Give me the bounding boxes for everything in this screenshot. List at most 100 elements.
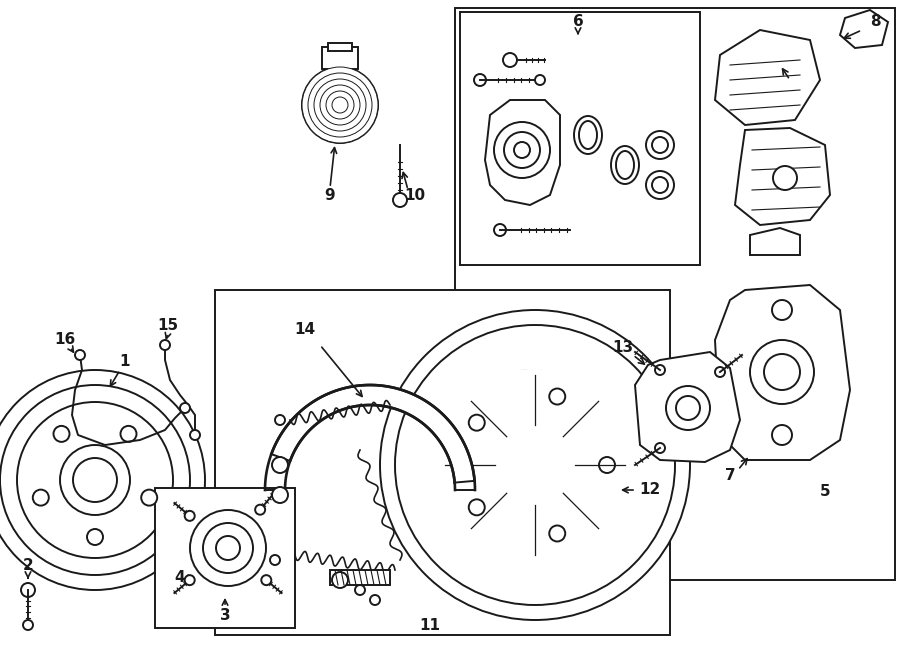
Circle shape	[773, 166, 797, 190]
Circle shape	[326, 91, 354, 119]
Circle shape	[652, 177, 668, 193]
Circle shape	[314, 79, 366, 131]
Circle shape	[440, 370, 630, 560]
Text: 1: 1	[120, 354, 130, 369]
Text: 15: 15	[158, 318, 178, 332]
Circle shape	[494, 224, 506, 236]
Circle shape	[328, 93, 352, 117]
Text: 11: 11	[419, 618, 440, 632]
Text: 4: 4	[175, 571, 185, 585]
Circle shape	[469, 414, 485, 431]
Circle shape	[750, 340, 814, 404]
Circle shape	[646, 171, 674, 199]
Bar	[455, 8, 895, 580]
Circle shape	[0, 370, 205, 590]
Polygon shape	[735, 128, 830, 225]
Circle shape	[53, 426, 69, 442]
Polygon shape	[715, 285, 850, 460]
Circle shape	[73, 458, 117, 502]
Circle shape	[308, 73, 372, 137]
Circle shape	[655, 365, 665, 375]
Polygon shape	[635, 352, 740, 462]
Circle shape	[370, 595, 380, 605]
Circle shape	[332, 97, 348, 113]
Polygon shape	[840, 10, 888, 48]
Circle shape	[355, 585, 365, 595]
Circle shape	[17, 402, 173, 558]
Polygon shape	[750, 228, 800, 255]
Circle shape	[332, 572, 348, 588]
Circle shape	[469, 499, 485, 515]
Text: 16: 16	[54, 332, 76, 348]
Circle shape	[676, 396, 700, 420]
Circle shape	[474, 74, 486, 86]
Circle shape	[549, 389, 565, 404]
Circle shape	[302, 67, 378, 143]
Circle shape	[141, 490, 158, 506]
Polygon shape	[271, 385, 475, 490]
Circle shape	[599, 457, 615, 473]
Circle shape	[272, 457, 288, 473]
Text: 8: 8	[869, 15, 880, 30]
Circle shape	[772, 425, 792, 445]
Circle shape	[772, 300, 792, 320]
Circle shape	[160, 340, 170, 350]
Circle shape	[302, 67, 378, 143]
Circle shape	[666, 386, 710, 430]
Circle shape	[393, 193, 407, 207]
Text: 5: 5	[820, 485, 831, 500]
Circle shape	[504, 132, 540, 168]
Bar	[155, 488, 295, 628]
Polygon shape	[405, 343, 665, 595]
Circle shape	[480, 410, 590, 520]
Circle shape	[514, 142, 530, 158]
Circle shape	[535, 75, 545, 85]
Circle shape	[517, 447, 553, 483]
Ellipse shape	[579, 121, 597, 149]
Polygon shape	[715, 30, 820, 125]
Circle shape	[261, 575, 271, 585]
Circle shape	[395, 325, 675, 605]
Circle shape	[320, 85, 360, 125]
Circle shape	[549, 526, 565, 542]
Text: 7: 7	[724, 467, 735, 483]
Text: 14: 14	[294, 322, 316, 338]
Circle shape	[23, 620, 33, 630]
Text: 13: 13	[612, 340, 634, 355]
Circle shape	[32, 490, 49, 506]
Bar	[322, 47, 358, 69]
Circle shape	[500, 430, 570, 500]
Circle shape	[715, 367, 725, 377]
Circle shape	[184, 575, 194, 585]
Bar	[328, 43, 352, 51]
Circle shape	[203, 523, 253, 573]
Circle shape	[380, 310, 690, 620]
Text: 10: 10	[404, 187, 426, 203]
Text: 6: 6	[572, 15, 583, 30]
Bar	[215, 290, 670, 635]
Circle shape	[0, 385, 190, 575]
Circle shape	[87, 529, 103, 545]
Text: 12: 12	[639, 483, 661, 498]
Circle shape	[503, 53, 517, 67]
Circle shape	[255, 504, 266, 514]
Circle shape	[655, 443, 665, 453]
Ellipse shape	[616, 151, 634, 179]
Bar	[330, 570, 390, 585]
Ellipse shape	[574, 116, 602, 154]
Circle shape	[270, 555, 280, 565]
Circle shape	[190, 430, 200, 440]
Text: 2: 2	[22, 557, 33, 573]
Bar	[460, 12, 700, 265]
Circle shape	[180, 403, 190, 413]
Circle shape	[764, 354, 800, 390]
Circle shape	[314, 79, 366, 131]
Text: 3: 3	[220, 608, 230, 622]
Ellipse shape	[611, 146, 639, 184]
Circle shape	[184, 511, 194, 521]
Polygon shape	[485, 100, 560, 205]
Circle shape	[494, 122, 550, 178]
Text: 9: 9	[325, 187, 336, 203]
Circle shape	[652, 137, 668, 153]
Circle shape	[75, 350, 85, 360]
